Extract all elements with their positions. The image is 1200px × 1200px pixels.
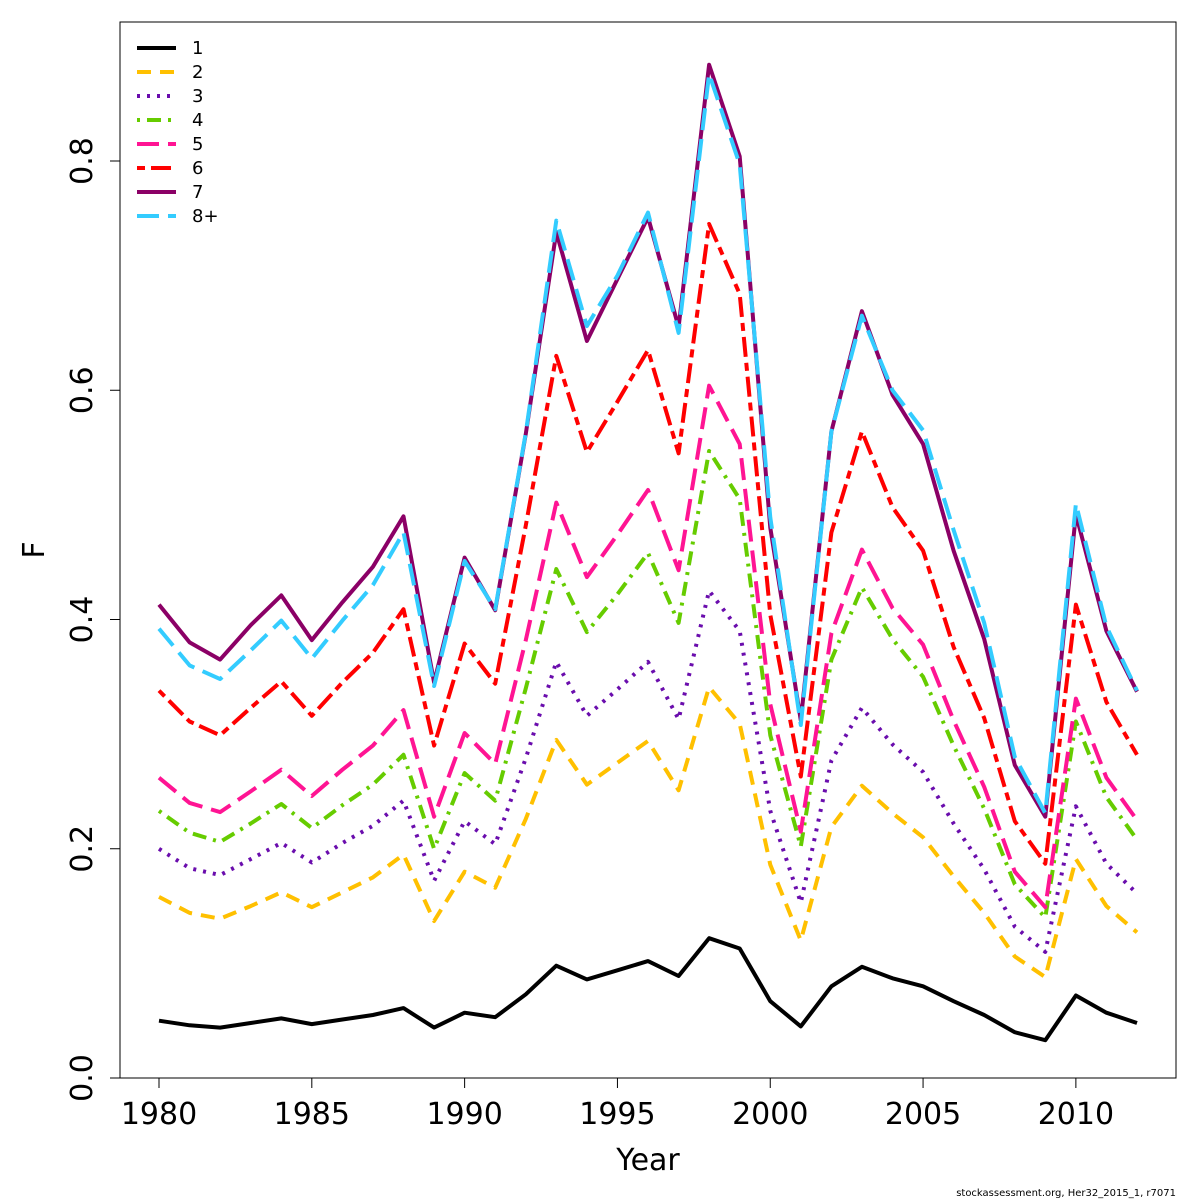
series-lines	[157, 62, 1139, 1043]
series-line-3	[157, 449, 1139, 920]
x-tick-label: 1995	[579, 1097, 655, 1132]
y-tick-label: 0.6	[65, 366, 100, 414]
legend-label-7: 8+	[192, 206, 219, 227]
y-tick-label: 0.2	[65, 825, 100, 873]
series-line-5	[157, 222, 1139, 866]
series-line-4	[157, 383, 1139, 910]
series-line-7	[157, 71, 1139, 816]
x-tick-label: 2005	[885, 1097, 961, 1132]
series-line-2	[157, 588, 1139, 954]
legend-label-6: 7	[192, 182, 203, 203]
x-axis-title: Year	[615, 1143, 680, 1178]
legend-label-2: 3	[192, 86, 203, 107]
series-line-6	[157, 62, 1139, 819]
x-tick-label: 1985	[274, 1097, 350, 1132]
x-tick-label: 2010	[1038, 1097, 1114, 1132]
series-line-1	[158, 685, 1139, 980]
x-tick-label: 2000	[732, 1097, 808, 1132]
plot-frame	[119, 21, 1177, 1079]
legend-label-3: 4	[192, 110, 203, 131]
series-line-0	[158, 936, 1138, 1043]
y-axis-title: F	[17, 541, 52, 558]
legend-label-5: 6	[192, 158, 203, 179]
footer-credit: stockassessment.org, Her32_2015_1, r7071	[956, 1188, 1176, 1199]
legend: 1 2 3 4 5 6 7 8+	[137, 38, 219, 227]
legend-label-0: 1	[192, 38, 203, 59]
y-axis: 0.0 0.2 0.4 0.6 0.8	[65, 137, 121, 1102]
y-tick-label: 0.4	[65, 596, 100, 644]
y-tick-label: 0.0	[65, 1054, 100, 1102]
legend-label-1: 2	[192, 62, 203, 83]
x-tick-label: 1990	[426, 1097, 502, 1132]
legend-label-4: 5	[192, 134, 203, 155]
x-axis: 1980 1985 1990 1995 2000 2005 2010	[121, 1077, 1114, 1132]
x-tick-label: 1980	[121, 1097, 197, 1132]
y-tick-label: 0.8	[65, 137, 100, 185]
